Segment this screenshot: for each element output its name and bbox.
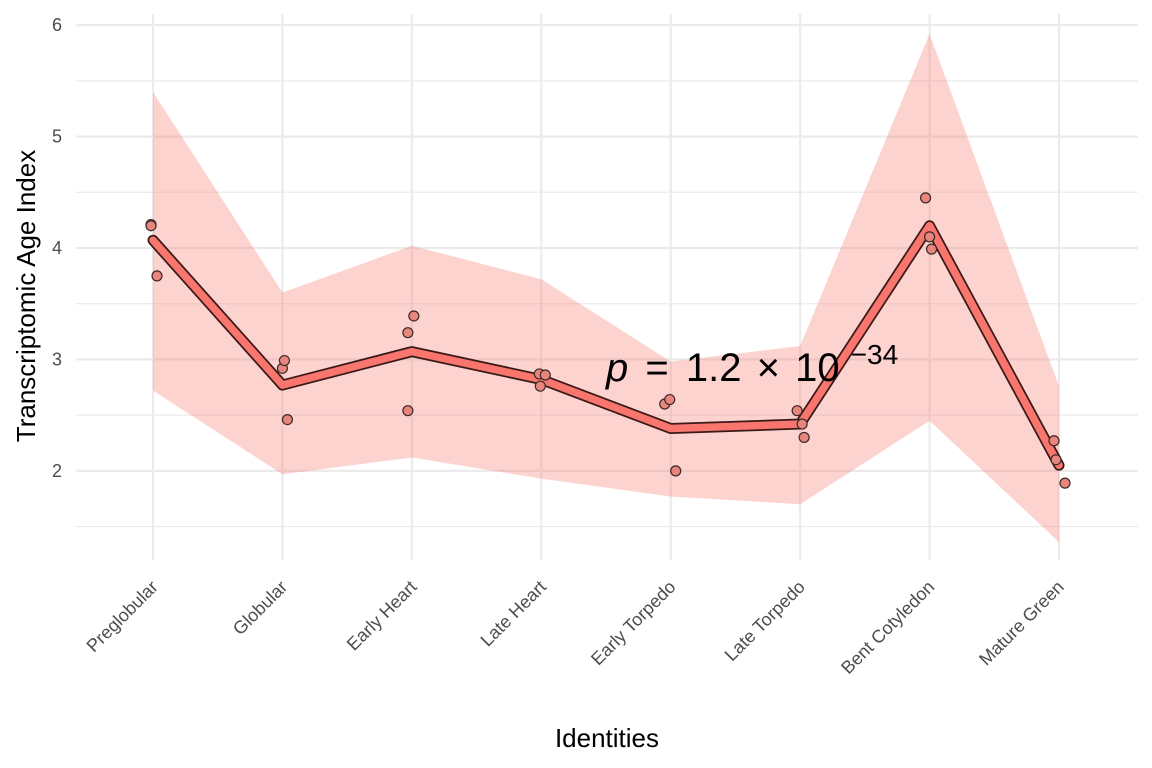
confidence-band: [153, 34, 1059, 543]
y-axis-tick-labels: 2 3 4 5 6: [52, 15, 62, 481]
x-axis-tick-labels: Preglobular Globular Early Heart Late Heart…: [83, 577, 1068, 678]
data-point: [402, 327, 414, 339]
data-point: [539, 369, 551, 381]
x-tick-label: Early Torpedo: [587, 577, 679, 669]
y-tick-label: 4: [52, 238, 62, 258]
equals-sign: =: [645, 346, 668, 390]
data-point: [919, 192, 932, 204]
y-tick-label: 2: [52, 461, 62, 481]
x-tick-label: Preglobular: [83, 577, 162, 656]
base: 10: [795, 346, 840, 390]
grid-lines: [76, 14, 1138, 560]
y-axis-title: Transcriptomic Age Index: [11, 150, 41, 442]
y-tick-label: 6: [52, 15, 62, 35]
data-point: [534, 380, 546, 392]
p-symbol: p: [605, 346, 628, 390]
x-tick-label: Bent Cotyledon: [837, 577, 938, 678]
times-sign: ×: [757, 346, 780, 390]
x-axis-title: Identities: [555, 723, 659, 753]
data-point: [925, 243, 938, 255]
data-point: [796, 418, 808, 430]
data-point: [281, 414, 294, 426]
trend-line-series: [149, 221, 1063, 470]
data-point: [670, 465, 682, 477]
trend-line: [147, 220, 1065, 471]
data-point: [402, 405, 414, 417]
data-point: [278, 354, 291, 367]
data-point: [791, 405, 803, 417]
mantissa: 1.2: [686, 346, 742, 390]
data-point: [408, 310, 420, 322]
x-tick-label: Late Torpedo: [721, 577, 809, 665]
x-tick-label: Late Heart: [477, 577, 551, 651]
x-tick-label: Mature Green: [975, 577, 1068, 670]
y-tick-label: 3: [52, 349, 62, 369]
x-tick-label: Globular: [229, 577, 291, 639]
data-point: [664, 393, 676, 406]
data-point: [1048, 435, 1060, 447]
y-tick-label: 5: [52, 127, 62, 147]
data-point: [1050, 454, 1062, 466]
exponent: −34: [851, 339, 899, 370]
data-point: [1059, 477, 1071, 489]
data-point: [151, 270, 163, 282]
data-point: [923, 231, 936, 243]
p-value-annotation: p = 1.2 × 10 −34: [605, 339, 898, 390]
data-point: [145, 220, 157, 232]
data-point: [798, 431, 810, 444]
confidence-band-area: [153, 34, 1059, 543]
x-tick-label: Early Heart: [343, 577, 421, 655]
data-points: [145, 192, 1071, 489]
svg-text:p = 1.2: p = 1.2 × 10 −34: [605, 339, 898, 390]
